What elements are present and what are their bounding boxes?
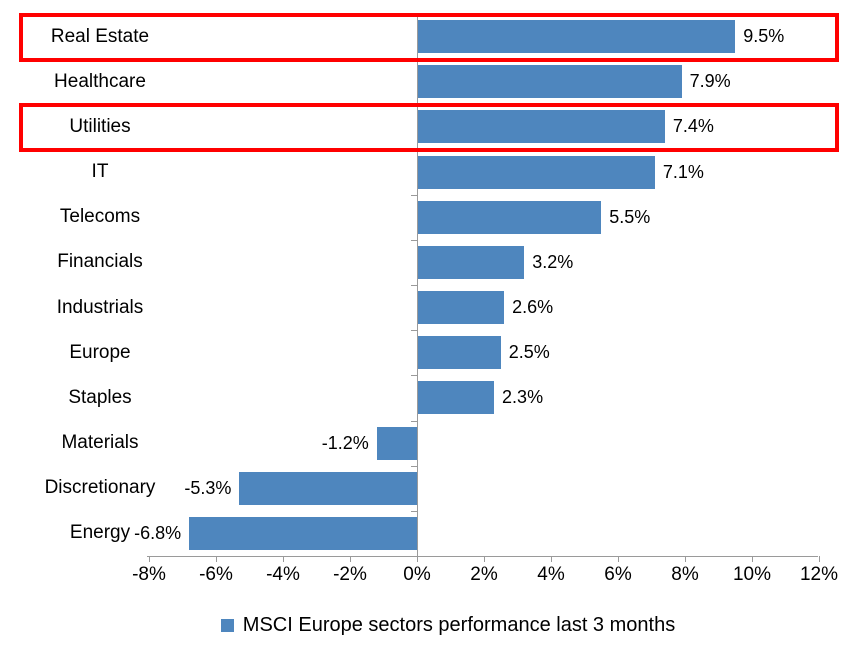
category-label-it: IT [91, 161, 109, 183]
category-label-telecoms: Telecoms [59, 206, 141, 228]
x-tick-mark [417, 556, 418, 562]
x-tick-label: 0% [403, 564, 431, 585]
bar-energy [189, 516, 417, 550]
bar-materials [376, 426, 417, 460]
value-label-europe: 2.5% [508, 342, 550, 363]
x-tick-label: 10% [732, 564, 772, 585]
y-axis-line [417, 14, 418, 562]
x-tick-label: -6% [199, 564, 233, 585]
category-label-europe: Europe [69, 341, 131, 363]
y-tick-mark [411, 330, 417, 332]
x-tick-mark [819, 556, 820, 562]
legend-label: MSCI Europe sectors performance last 3 m… [242, 614, 676, 636]
x-tick-mark [216, 556, 217, 562]
value-label-energy: -6.8% [134, 522, 182, 543]
legend: MSCI Europe sectors performance last 3 m… [22, 612, 852, 639]
y-tick-mark [411, 194, 417, 196]
x-tick-label: 2% [470, 564, 498, 585]
highlight-box-real-estate [19, 13, 839, 62]
legend-swatch-icon [220, 619, 234, 632]
value-label-utilities: 7.4% [672, 116, 714, 137]
bar-utilities [417, 110, 665, 144]
x-tick-mark [752, 556, 753, 562]
category-label-discretionary: Discretionary [44, 477, 156, 499]
y-tick-mark [411, 239, 417, 241]
y-tick-mark [411, 465, 417, 467]
y-tick-mark [411, 375, 417, 377]
bar-it [417, 155, 655, 189]
category-label-energy: Energy [69, 522, 131, 544]
bar-real-estate [417, 20, 736, 54]
bar-healthcare [417, 65, 682, 99]
x-tick-mark [149, 556, 150, 562]
bar-industrials [417, 291, 505, 325]
x-tick-mark [350, 556, 351, 562]
category-label-utilities: Utilities [69, 115, 131, 137]
x-tick-mark [283, 556, 284, 562]
x-tick-label: -4% [266, 564, 300, 585]
category-label-staples: Staples [68, 386, 132, 408]
y-tick-mark [411, 420, 417, 422]
category-label-industrials: Industrials [56, 296, 144, 318]
value-label-discretionary: -5.3% [184, 477, 232, 498]
x-tick-mark [551, 556, 552, 562]
bar-discretionary [239, 471, 417, 505]
x-tick-label: 4% [537, 564, 565, 585]
value-label-materials: -1.2% [321, 432, 369, 453]
value-label-staples: 2.3% [502, 387, 544, 408]
highlight-box-utilities [19, 103, 839, 153]
y-tick-mark [411, 556, 417, 558]
bar-staples [417, 381, 495, 415]
bar-financials [417, 245, 525, 279]
x-tick-label: -8% [132, 564, 166, 585]
value-label-healthcare: 7.9% [689, 71, 731, 92]
bar-telecoms [417, 200, 602, 234]
category-label-materials: Materials [61, 432, 139, 454]
y-tick-mark [411, 510, 417, 512]
value-label-financials: 3.2% [532, 251, 574, 272]
value-label-industrials: 2.6% [512, 297, 554, 318]
value-label-telecoms: 5.5% [609, 206, 651, 227]
y-tick-mark [411, 285, 417, 287]
value-label-it: 7.1% [662, 161, 704, 182]
x-tick-mark [618, 556, 619, 562]
category-label-healthcare: Healthcare [54, 70, 146, 92]
category-label-real-estate: Real Estate [50, 25, 150, 47]
category-label-financials: Financials [57, 251, 143, 273]
x-axis-line [147, 556, 818, 557]
value-label-real-estate: 9.5% [743, 26, 785, 47]
x-tick-label: 12% [799, 564, 839, 585]
bar-europe [417, 336, 501, 370]
x-tick-label: 6% [604, 564, 632, 585]
x-tick-label: -2% [333, 564, 367, 585]
x-tick-mark [484, 556, 485, 562]
x-tick-label: 8% [671, 564, 699, 585]
x-tick-mark [685, 556, 686, 562]
